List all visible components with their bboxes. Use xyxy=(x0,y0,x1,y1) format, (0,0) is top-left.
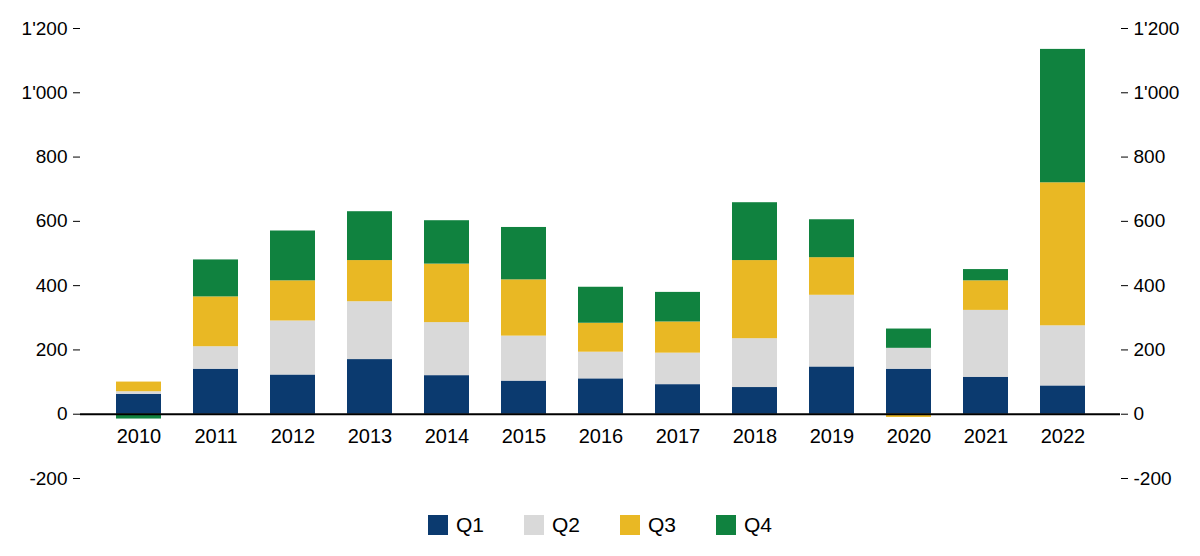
svg-text:-200: -200 xyxy=(1134,468,1172,489)
html-text:Q3: Q3 xyxy=(648,513,676,536)
svg-text:2014: 2014 xyxy=(425,425,470,447)
svg-text:2020: 2020 xyxy=(887,425,932,447)
svg-text:2013: 2013 xyxy=(348,425,393,447)
svg-text:2011: 2011 xyxy=(194,425,237,447)
svg-text:2016: 2016 xyxy=(579,425,624,447)
svg-text:2018: 2018 xyxy=(733,425,778,447)
svg-text:200: 200 xyxy=(36,339,68,360)
svg-text:2010: 2010 xyxy=(117,425,162,447)
html-text:Q2: Q2 xyxy=(552,513,580,536)
svg-text:400: 400 xyxy=(1134,275,1166,296)
svg-text:-200: -200 xyxy=(29,468,67,489)
svg-text:2021: 2021 xyxy=(964,425,1009,447)
svg-text:1'000: 1'000 xyxy=(22,82,68,103)
svg-text:600: 600 xyxy=(1134,210,1166,231)
svg-text:1'000: 1'000 xyxy=(1134,82,1180,103)
svg-text:2019: 2019 xyxy=(810,425,855,447)
svg-text:400: 400 xyxy=(36,275,68,296)
svg-text:2022: 2022 xyxy=(1041,425,1086,447)
svg-text:800: 800 xyxy=(1134,146,1166,167)
html-text:Q4: Q4 xyxy=(744,513,772,536)
svg-text:800: 800 xyxy=(36,146,68,167)
svg-text:0: 0 xyxy=(57,403,68,424)
svg-text:2015: 2015 xyxy=(502,425,547,447)
svg-text:200: 200 xyxy=(1134,339,1166,360)
svg-text:2012: 2012 xyxy=(271,425,316,447)
svg-text:1'200: 1'200 xyxy=(22,18,68,39)
svg-text:600: 600 xyxy=(36,210,68,231)
svg-text:2017: 2017 xyxy=(656,425,701,447)
svg-text:1'200: 1'200 xyxy=(1134,18,1180,39)
html-text:Q1: Q1 xyxy=(456,513,484,536)
svg-text:0: 0 xyxy=(1134,403,1145,424)
